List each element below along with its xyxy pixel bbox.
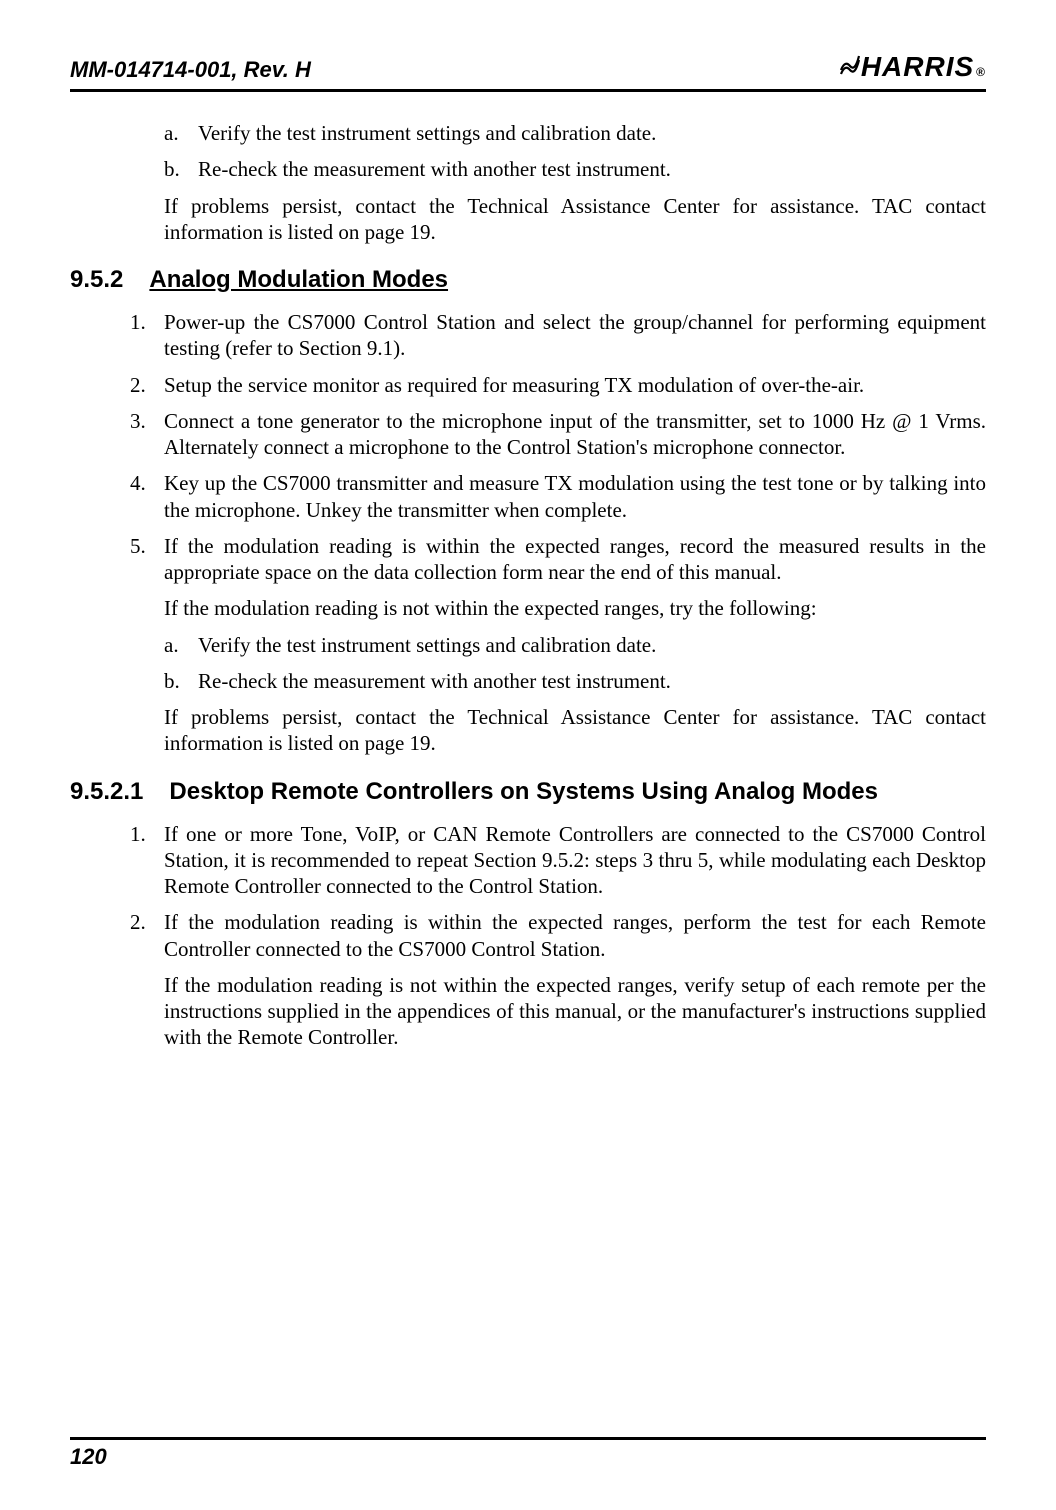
list-item: 2. If the modulation reading is within t… xyxy=(130,909,986,962)
list-marker: 3. xyxy=(130,408,164,461)
list-text: Power-up the CS7000 Control Station and … xyxy=(164,309,986,362)
list-text: If one or more Tone, VoIP, or CAN Remote… xyxy=(164,821,986,900)
section-heading-952: 9.5.2 Analog Modulation Modes xyxy=(70,265,986,295)
paragraph: If problems persist, contact the Technic… xyxy=(164,704,986,757)
list-item: 5. If the modulation reading is within t… xyxy=(130,533,986,586)
list-text: Verify the test instrument settings and … xyxy=(198,120,986,146)
document-id: MM-014714-001, Rev. H xyxy=(70,57,311,83)
heading-number: 9.5.2.1 xyxy=(70,777,143,807)
list-marker: a. xyxy=(164,632,198,658)
page-footer: 120 xyxy=(70,1437,986,1470)
alpha-list-952: a. Verify the test instrument settings a… xyxy=(164,632,986,695)
list-item: 4. Key up the CS7000 transmitter and mea… xyxy=(130,470,986,523)
list-item: 1. If one or more Tone, VoIP, or CAN Rem… xyxy=(130,821,986,900)
list-text: Setup the service monitor as required fo… xyxy=(164,372,986,398)
list-item: 2. Setup the service monitor as required… xyxy=(130,372,986,398)
list-marker: 2. xyxy=(130,372,164,398)
logo-registered: ® xyxy=(976,65,986,79)
section-heading-9521: 9.5.2.1 Desktop Remote Controllers on Sys… xyxy=(70,777,986,807)
page: MM-014714-001, Rev. H HARRIS® a. Verify … xyxy=(0,0,1056,1510)
list-text: If the modulation reading is within the … xyxy=(164,533,986,586)
list-marker: 2. xyxy=(130,909,164,962)
list-text: Verify the test instrument settings and … xyxy=(198,632,986,658)
list-item: a. Verify the test instrument settings a… xyxy=(164,120,986,146)
heading-title: Analog Modulation Modes xyxy=(149,266,448,293)
list-marker: 4. xyxy=(130,470,164,523)
paragraph: If the modulation reading is not within … xyxy=(164,972,986,1051)
paragraph: If problems persist, contact the Technic… xyxy=(164,193,986,246)
list-text: Re-check the measurement with another te… xyxy=(198,156,986,182)
paragraph: If the modulation reading is not within … xyxy=(164,595,986,621)
numbered-list-952: 1. Power-up the CS7000 Control Station a… xyxy=(130,309,986,585)
list-text: Connect a tone generator to the micropho… xyxy=(164,408,986,461)
list-marker: 5. xyxy=(130,533,164,586)
list-text: Key up the CS7000 transmitter and measur… xyxy=(164,470,986,523)
intro-alpha-list: a. Verify the test instrument settings a… xyxy=(164,120,986,183)
page-header: MM-014714-001, Rev. H HARRIS® xyxy=(70,50,986,92)
page-content: a. Verify the test instrument settings a… xyxy=(70,120,986,1437)
list-marker: b. xyxy=(164,156,198,182)
brand-logo: HARRIS® xyxy=(839,50,986,83)
list-text: Re-check the measurement with another te… xyxy=(198,668,986,694)
list-marker: 1. xyxy=(130,821,164,900)
numbered-list-9521: 1. If one or more Tone, VoIP, or CAN Rem… xyxy=(130,821,986,962)
list-text: If the modulation reading is within the … xyxy=(164,909,986,962)
heading-number: 9.5.2 xyxy=(70,265,123,295)
list-marker: 1. xyxy=(130,309,164,362)
harris-wave-icon xyxy=(839,50,861,76)
list-marker: b. xyxy=(164,668,198,694)
list-item: b. Re-check the measurement with another… xyxy=(164,668,986,694)
list-item: 1. Power-up the CS7000 Control Station a… xyxy=(130,309,986,362)
logo-text: HARRIS xyxy=(861,51,974,83)
list-item: 3. Connect a tone generator to the micro… xyxy=(130,408,986,461)
heading-title: Desktop Remote Controllers on Systems Us… xyxy=(169,778,878,805)
list-item: a. Verify the test instrument settings a… xyxy=(164,632,986,658)
page-number: 120 xyxy=(70,1444,107,1469)
list-marker: a. xyxy=(164,120,198,146)
list-item: b. Re-check the measurement with another… xyxy=(164,156,986,182)
